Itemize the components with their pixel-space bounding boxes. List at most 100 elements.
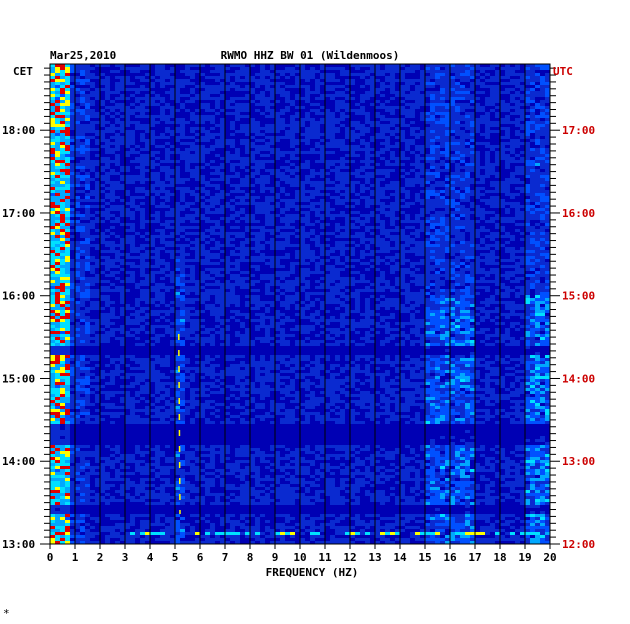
spectrogram-cell	[105, 235, 110, 238]
spectrogram-cell	[55, 73, 60, 76]
spectrogram-cell	[385, 169, 390, 172]
spectrogram-cell	[375, 244, 380, 247]
spectrogram-cell	[140, 115, 145, 118]
spectrogram-cell	[415, 172, 420, 175]
spectrogram-cell	[505, 127, 510, 130]
spectrogram-cell	[505, 76, 510, 79]
spectrogram-cell	[125, 241, 130, 244]
spectrogram-cell	[375, 199, 380, 202]
spectrogram-cell	[200, 187, 205, 190]
spectrogram-cell	[440, 169, 445, 172]
spectrogram-cell	[330, 124, 335, 127]
spectrogram-cell	[160, 262, 165, 265]
spectrogram-cell	[490, 166, 495, 169]
spectrogram-cell	[160, 133, 165, 136]
spectrogram-cell	[470, 274, 475, 277]
spectrogram-cell	[265, 202, 270, 205]
spectrogram-cell	[320, 94, 325, 97]
spectrogram-cell	[225, 244, 230, 247]
spectrogram-cell	[540, 124, 545, 127]
spectrogram-cell	[240, 199, 245, 202]
spectrogram-cell	[180, 208, 185, 211]
spectrogram-cell	[275, 271, 280, 274]
spectrogram-cell	[85, 112, 90, 115]
spectrogram-cell	[385, 244, 390, 247]
spectrogram-cell	[525, 157, 530, 160]
spectrogram-cell	[100, 178, 105, 181]
spectrogram-cell	[495, 235, 500, 238]
spectrogram-cell	[245, 229, 250, 232]
spectrogram-cell	[180, 280, 185, 283]
spectrogram-cell	[80, 160, 85, 163]
spectrogram-cell	[85, 73, 90, 76]
spectrogram-cell	[85, 151, 90, 154]
spectrogram-cell	[135, 190, 140, 193]
spectrogram-cell	[80, 262, 85, 265]
spectrogram-cell	[525, 202, 530, 205]
spectrogram-cell	[180, 205, 185, 208]
spectrogram-cell	[450, 70, 455, 73]
spectrogram-cell	[75, 202, 80, 205]
spectrogram-cell	[495, 181, 500, 184]
spectrogram-cell	[235, 253, 240, 256]
spectrogram-cell	[100, 232, 105, 235]
spectrogram-cell	[305, 223, 310, 226]
spectrogram-cell	[500, 259, 505, 262]
spectrogram-cell	[220, 130, 225, 133]
spectrogram-cell	[75, 214, 80, 217]
spectrogram-cell	[330, 232, 335, 235]
spectrogram-cell	[220, 70, 225, 73]
spectrogram-cell	[65, 124, 70, 127]
spectrogram-cell	[205, 148, 210, 151]
spectrogram-cell	[130, 277, 135, 280]
spectrogram-cell	[485, 145, 490, 148]
spectrogram-cell	[115, 244, 120, 247]
spectrogram-cell	[450, 160, 455, 163]
spectrogram-cell	[105, 106, 110, 109]
spectrogram-cell	[270, 238, 275, 241]
spectrogram-cell	[275, 118, 280, 121]
spectrogram-cell	[340, 112, 345, 115]
spectrogram-cell	[360, 220, 365, 223]
spectrogram-cell	[80, 133, 85, 136]
spectrogram-cell	[445, 136, 450, 139]
spectrogram-cell	[510, 142, 515, 145]
spectrogram-cell	[385, 76, 390, 79]
spectrogram-cell	[475, 154, 480, 157]
spectrogram-cell	[55, 298, 60, 301]
spectrogram-cell	[185, 166, 190, 169]
spectrogram-cell	[270, 139, 275, 142]
spectrogram-cell	[505, 157, 510, 160]
spectrogram-cell	[95, 247, 100, 250]
spectrogram-cell	[420, 178, 425, 181]
spectrogram-cell	[445, 277, 450, 280]
spectrogram-cell	[400, 250, 405, 253]
spectrogram-cell	[535, 136, 540, 139]
spectrogram-cell	[275, 100, 280, 103]
spectrogram-cell	[455, 178, 460, 181]
spectrogram-cell	[470, 166, 475, 169]
spectrogram-cell	[195, 160, 200, 163]
spectrogram-cell	[470, 253, 475, 256]
spectrogram-cell	[210, 247, 215, 250]
spectrogram-cell	[390, 223, 395, 226]
spectrogram-cell	[80, 109, 85, 112]
spectrogram-cell	[525, 244, 530, 247]
spectrogram-cell	[535, 190, 540, 193]
spectrogram-cell	[510, 160, 515, 163]
spectrogram-cell	[495, 268, 500, 271]
spectrogram-cell	[360, 166, 365, 169]
spectrogram-cell	[495, 88, 500, 91]
spectrogram-cell	[315, 280, 320, 283]
spectrogram-cell	[510, 259, 515, 262]
spectrogram-cell	[185, 178, 190, 181]
spectrogram-cell	[465, 196, 470, 199]
spectrogram-cell	[520, 223, 525, 226]
spectrogram-cell	[525, 124, 530, 127]
spectrogram-cell	[500, 202, 505, 205]
spectrogram-cell	[490, 130, 495, 133]
spectrogram-cell	[490, 211, 495, 214]
spectrogram-cell	[280, 271, 285, 274]
spectrogram-cell	[305, 166, 310, 169]
spectrogram-cell	[340, 244, 345, 247]
